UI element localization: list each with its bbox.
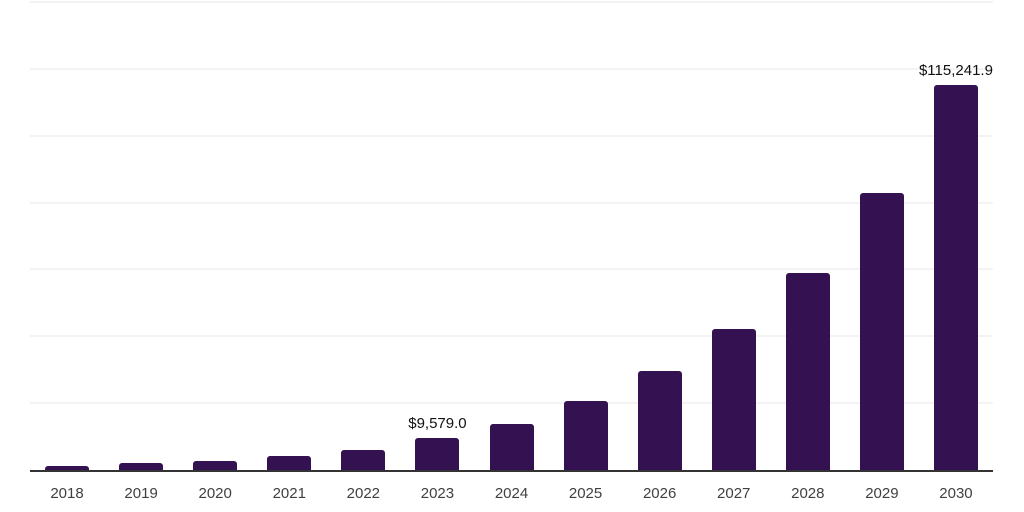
bar-2021 (267, 455, 312, 470)
bar-2027 (711, 329, 756, 470)
x-axis-label-2030: 2030 (939, 485, 973, 502)
gridline (30, 268, 993, 271)
gridline (30, 67, 993, 70)
x-axis-label-2018: 2018 (50, 485, 84, 502)
gridline (30, 1, 993, 3)
value-label-2030: $115,241.9 (918, 61, 993, 79)
bar-2025 (563, 400, 608, 470)
x-axis-label-2026: 2026 (642, 485, 677, 502)
bar-2023 (415, 437, 460, 470)
bar-2030 (933, 84, 978, 470)
value-label-2023: $9,579.0 (408, 414, 467, 432)
bar-2028 (785, 272, 830, 470)
x-axis-label-2029: 2029 (865, 485, 899, 502)
x-axis-label-2024: 2024 (494, 485, 529, 502)
bar-2020 (193, 460, 238, 470)
bar-2029 (859, 193, 904, 470)
gridline (30, 335, 993, 338)
x-axis-label-2028: 2028 (791, 485, 825, 502)
gridline (30, 402, 993, 405)
x-axis-label-2019: 2019 (124, 485, 158, 502)
bar-2019 (119, 463, 164, 470)
x-axis-label-2022: 2022 (346, 485, 381, 502)
bar-2026 (637, 370, 682, 470)
gridline (30, 134, 993, 137)
x-axis-label-2027: 2027 (717, 485, 751, 502)
x-axis-label-2025: 2025 (568, 485, 603, 502)
gridline (30, 201, 993, 204)
x-axis-label-2023: 2023 (420, 485, 455, 502)
x-axis-line (30, 470, 993, 472)
bar-2022 (341, 449, 386, 470)
x-axis-label-2020: 2020 (198, 485, 232, 502)
bar-2018 (45, 465, 90, 470)
bar-2024 (489, 423, 534, 470)
x-axis-label-2021: 2021 (272, 485, 306, 502)
